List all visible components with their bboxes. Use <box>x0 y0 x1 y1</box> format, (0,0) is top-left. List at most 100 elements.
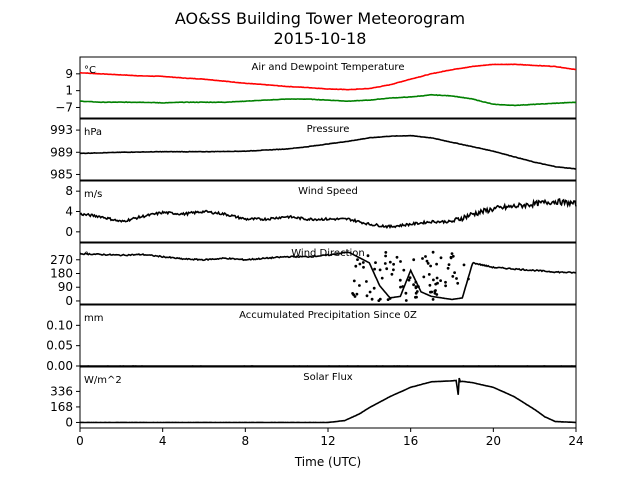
wind-direction-point <box>402 268 406 272</box>
y-tick-label: 90 <box>58 280 73 294</box>
wind-direction-point <box>361 261 365 264</box>
wind-direction-point <box>453 271 456 274</box>
series-line-1 <box>79 198 577 229</box>
panel-title: Wind Direction <box>291 248 365 259</box>
wind-direction-point <box>449 255 453 259</box>
wind-direction-point <box>383 262 387 265</box>
wind-direction-point <box>426 262 430 265</box>
x-axis-label: Time (UTC) <box>294 455 361 469</box>
wind-direction-point <box>417 285 420 288</box>
wind-direction-point <box>380 276 384 280</box>
y-tick-label: 336 <box>50 384 73 398</box>
panel-unit-label: ° <box>84 251 89 262</box>
wind-direction-point <box>404 299 408 302</box>
wind-direction-point <box>390 272 394 276</box>
wind-direction-point <box>429 290 432 294</box>
y-tick-label: 0 <box>65 415 73 429</box>
series-line-1 <box>80 63 577 91</box>
wind-direction-point <box>435 276 439 280</box>
panel-2: 993 989 985 Pressure hPa <box>50 118 577 181</box>
chart-title: AO&SS Building Tower Meteorogram <box>175 9 465 28</box>
y-tick-label: 0 <box>65 225 73 239</box>
wind-direction-point <box>378 297 382 301</box>
wind-direction-point <box>401 285 405 288</box>
panel-1: 9 1 −7 Air and Dewpoint Temperature °C <box>55 56 577 119</box>
y-tick-label: 168 <box>50 400 73 414</box>
wind-direction-point <box>439 256 443 260</box>
wind-direction-point <box>435 262 438 266</box>
x-axis: 0 4 8 12 16 20 24 <box>76 428 584 448</box>
y-tick-label: 8 <box>65 184 73 198</box>
wind-direction-point <box>352 279 356 283</box>
wind-direction-point <box>434 282 438 286</box>
panel-unit-label: mm <box>84 313 103 324</box>
panel-title: Solar Flux <box>303 372 353 383</box>
y-tick-label: 0.10 <box>46 318 73 332</box>
x-tick-label: 8 <box>242 434 250 448</box>
wind-direction-point <box>352 293 355 297</box>
panel-title: Air and Dewpoint Temperature <box>252 62 405 73</box>
wind-direction-point <box>398 278 402 282</box>
wind-direction-point <box>431 298 435 301</box>
y-tick-label: 0 <box>65 294 73 308</box>
y-tick-label: 993 <box>50 123 73 137</box>
wind-direction-point <box>456 281 460 285</box>
y-tick-label: 4 <box>65 205 73 219</box>
wind-direction-point <box>366 254 370 258</box>
series-line-1 <box>79 377 577 424</box>
wind-direction-point <box>439 279 442 282</box>
wind-direction-point <box>358 262 362 266</box>
wind-direction-point <box>384 251 388 254</box>
y-tick-label: 180 <box>50 267 73 281</box>
x-tick-label: 4 <box>159 434 167 448</box>
y-tick-label: 0.05 <box>46 339 73 353</box>
panel-unit-label: W/m^2 <box>84 375 122 386</box>
wind-direction-point <box>414 291 418 295</box>
wind-direction-point <box>373 267 376 271</box>
x-tick-label: 20 <box>486 434 501 448</box>
panel-title: Pressure <box>307 124 350 135</box>
y-tick-label: −7 <box>55 100 73 114</box>
series-line-2 <box>79 93 577 107</box>
panel-5: 0.10 0.05 0.00 Accumulated Precipitation Si… <box>46 304 577 373</box>
wind-direction-point <box>450 252 454 256</box>
panel-unit-label: m/s <box>84 189 102 200</box>
wind-direction-point <box>421 257 424 260</box>
wind-direction-point <box>356 258 359 261</box>
wind-direction-point <box>451 275 455 278</box>
wind-direction-point <box>399 260 402 263</box>
wind-direction-point <box>432 278 435 282</box>
panel-frame <box>79 56 577 119</box>
x-tick-label: 12 <box>320 434 335 448</box>
wind-direction-point <box>444 280 447 284</box>
wind-direction-point <box>412 283 415 287</box>
panel-title: Accumulated Precipitation Since 0Z <box>239 310 417 321</box>
wind-direction-point <box>404 291 408 295</box>
wind-direction-point <box>395 255 399 259</box>
wind-direction-point <box>444 284 447 288</box>
wind-direction-point <box>365 280 368 283</box>
wind-direction-point <box>462 263 466 267</box>
wind-direction-point <box>431 250 435 254</box>
wind-direction-point <box>422 275 426 279</box>
panel-3: 8 4 0 Wind Speed m/s <box>65 180 577 243</box>
y-tick-label: 989 <box>50 145 73 159</box>
y-tick-label: 0.00 <box>46 359 73 373</box>
wind-direction-point <box>412 258 416 262</box>
wind-direction-point <box>408 276 412 280</box>
x-tick-label: 16 <box>403 434 418 448</box>
wind-direction-point <box>455 277 458 280</box>
panel-frame <box>79 118 577 181</box>
x-tick-label: 0 <box>76 434 84 448</box>
wind-direction-point <box>392 268 395 272</box>
wind-direction-point <box>428 283 432 287</box>
wind-direction-point <box>374 261 377 264</box>
wind-direction-point <box>384 254 387 258</box>
wind-direction-point <box>427 273 431 276</box>
wind-direction-point <box>429 264 432 268</box>
wind-direction-point <box>414 285 418 288</box>
y-tick-label: 1 <box>65 84 73 98</box>
wind-direction-point <box>358 284 361 287</box>
